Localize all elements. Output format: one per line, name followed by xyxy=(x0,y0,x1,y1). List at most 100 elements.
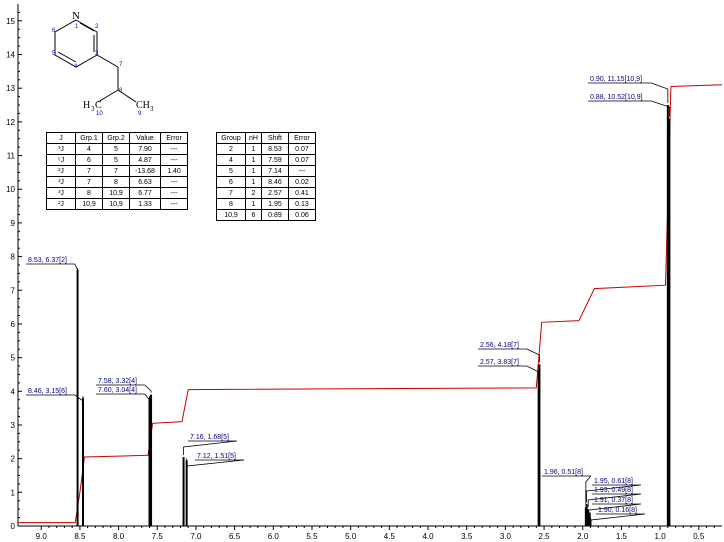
y-tick-label: 2 xyxy=(11,455,16,464)
table-cell: 10,9 xyxy=(216,209,246,221)
peak-label: 0.88, 10.52[10,9] xyxy=(590,94,643,101)
table-cell: 1 xyxy=(245,198,262,210)
peak-label: 7.12, 1.51[5] xyxy=(197,453,236,460)
molecule-structure: N H 3 C CH 3 1 2 3 4 5 6 7 8 9 10 xyxy=(52,10,154,117)
peak-label-leader xyxy=(144,384,152,393)
peak-label: 8.46, 3.15[6] xyxy=(28,388,67,395)
peak-label-leader xyxy=(587,493,641,508)
x-tick-label: 8.0 xyxy=(113,532,125,541)
atom-number-10: 10 xyxy=(96,111,103,117)
peak-label: 7.60, 3.04[4] xyxy=(98,387,137,394)
peak-lines-group xyxy=(76,105,671,526)
table-cell: 1.95 xyxy=(260,198,289,210)
table-cell: --- xyxy=(160,154,188,166)
peak-label-leader xyxy=(526,365,540,373)
x-tick-label: 9.0 xyxy=(36,532,48,541)
table-cell: 6.63 xyxy=(129,176,161,188)
table-cell: 0.02 xyxy=(287,176,316,188)
y-tick-label: 15 xyxy=(6,17,15,26)
table-row: ³J 8 10,9 6.77 --- xyxy=(46,187,188,199)
y-tick-label: 8 xyxy=(11,253,16,262)
table-cell: 6 xyxy=(75,154,103,166)
y-tick-label: 12 xyxy=(6,118,15,127)
x-tick-label: 8.5 xyxy=(74,532,86,541)
table-cell: 1.33 xyxy=(129,198,161,210)
x-tick-label: 2.0 xyxy=(577,532,589,541)
table-cell: 10,9 xyxy=(102,187,130,199)
table-cell: 6 xyxy=(216,176,246,188)
table-row: 8 1 1.95 0.13 xyxy=(216,198,316,210)
table-cell: 0.07 xyxy=(287,154,316,166)
x-tick-label: 1.0 xyxy=(655,532,667,541)
peak-label: 1.91, 0.37[8] xyxy=(594,497,633,504)
table-row: ⁵J 6 5 4.87 --- xyxy=(46,154,188,166)
table-row: 5 1 7.14 --- xyxy=(216,165,316,177)
table-cell: ²J xyxy=(46,165,76,177)
table-header-cell: Shift xyxy=(260,132,289,144)
table-cell: 7 xyxy=(102,165,130,177)
atom-number-9: 9 xyxy=(138,111,142,117)
table-cell: 7.59 xyxy=(260,154,289,166)
peak-labels-group: 8.53, 6.37[2] 8.46, 3.15[6] 7.60, 3.04[4] 7… xyxy=(26,76,670,521)
atom-number-8: 8 xyxy=(119,88,123,94)
table-header-cell: Grp.1 xyxy=(75,132,103,144)
table-cell: 5 xyxy=(102,154,130,166)
x-axis-ticks: 9.0 8.5 8.0 7.5 7.0 6.5 6.0 5.5 5.0 4.5 4.0 3.5 3.0 2… xyxy=(36,526,715,541)
peak-label: 2.57, 3.83[7] xyxy=(480,359,519,366)
table-cell: ³J xyxy=(46,176,76,188)
table-cell: 0.41 xyxy=(287,187,316,199)
peak-label-leader xyxy=(144,393,150,402)
table-cell: 8.53 xyxy=(260,143,289,155)
peak-label-leader xyxy=(74,263,78,271)
peak-label: 8.53, 6.37[2] xyxy=(28,257,67,264)
y-tick-label: 6 xyxy=(11,320,16,329)
table-cell: 7 xyxy=(216,187,246,199)
peak-label: 7.58, 3.32[4] xyxy=(98,378,137,385)
table-cell: 1.40 xyxy=(160,165,188,177)
table-cell: 10,9 xyxy=(102,198,130,210)
chemical-shift-table: Group nH Shift Error 2 1 8.53 0.07 4 1 7.59 0.… xyxy=(216,132,316,221)
x-tick-label: 5.5 xyxy=(306,532,318,541)
table-cell: 10,9 xyxy=(75,198,103,210)
table-header-cell: Group xyxy=(216,132,246,144)
table-header-row: J Grp.1 Grp.2 Value Error xyxy=(46,132,188,144)
y-tick-label: 1 xyxy=(11,488,16,497)
table-header-cell: J xyxy=(46,132,76,144)
atom-number-7: 7 xyxy=(119,62,123,68)
peak-label-leader xyxy=(590,513,645,521)
table-cell: 8 xyxy=(75,187,103,199)
peak-label-leader xyxy=(585,475,592,506)
table-header-row: Group nH Shift Error xyxy=(216,132,316,144)
table-cell: ⁵J xyxy=(46,154,76,166)
table-header-cell: nH xyxy=(245,132,262,144)
peak-label-leader xyxy=(74,394,84,402)
table-cell: ²J xyxy=(46,198,76,210)
x-tick-label: 5.0 xyxy=(345,532,357,541)
y-tick-label: 5 xyxy=(11,354,16,363)
atom-number-6: 6 xyxy=(52,28,56,34)
y-tick-label: 3 xyxy=(11,421,16,430)
y-tick-label: 14 xyxy=(6,51,15,60)
table-cell: --- xyxy=(287,165,316,177)
table-cell: 5 xyxy=(102,143,130,155)
table-cell: 1 xyxy=(245,143,262,155)
atom-ch-right: CH xyxy=(136,100,150,111)
x-tick-label: 0.5 xyxy=(693,532,705,541)
x-tick-label: 2.5 xyxy=(539,532,551,541)
table-row: ²J 7 7 -13.68 1.40 xyxy=(46,165,188,177)
table-cell: -13.68 xyxy=(129,165,161,177)
y-tick-label: 11 xyxy=(7,152,16,161)
atom-number-2: 2 xyxy=(95,24,99,30)
peak-label: 0.90, 11.15[10,9] xyxy=(590,76,642,83)
y-tick-label: 4 xyxy=(11,387,16,396)
x-tick-label: 3.5 xyxy=(461,532,473,541)
x-tick-label: 7.5 xyxy=(152,532,164,541)
y-tick-label: 13 xyxy=(6,84,15,93)
peak-label: 2.56, 4.18[7] xyxy=(480,342,519,349)
peak-label: 7.16, 1.68[5] xyxy=(190,434,229,441)
table-cell: 0.06 xyxy=(287,209,316,221)
table-cell: 8 xyxy=(216,198,246,210)
table-header-cell: Value xyxy=(129,132,161,144)
